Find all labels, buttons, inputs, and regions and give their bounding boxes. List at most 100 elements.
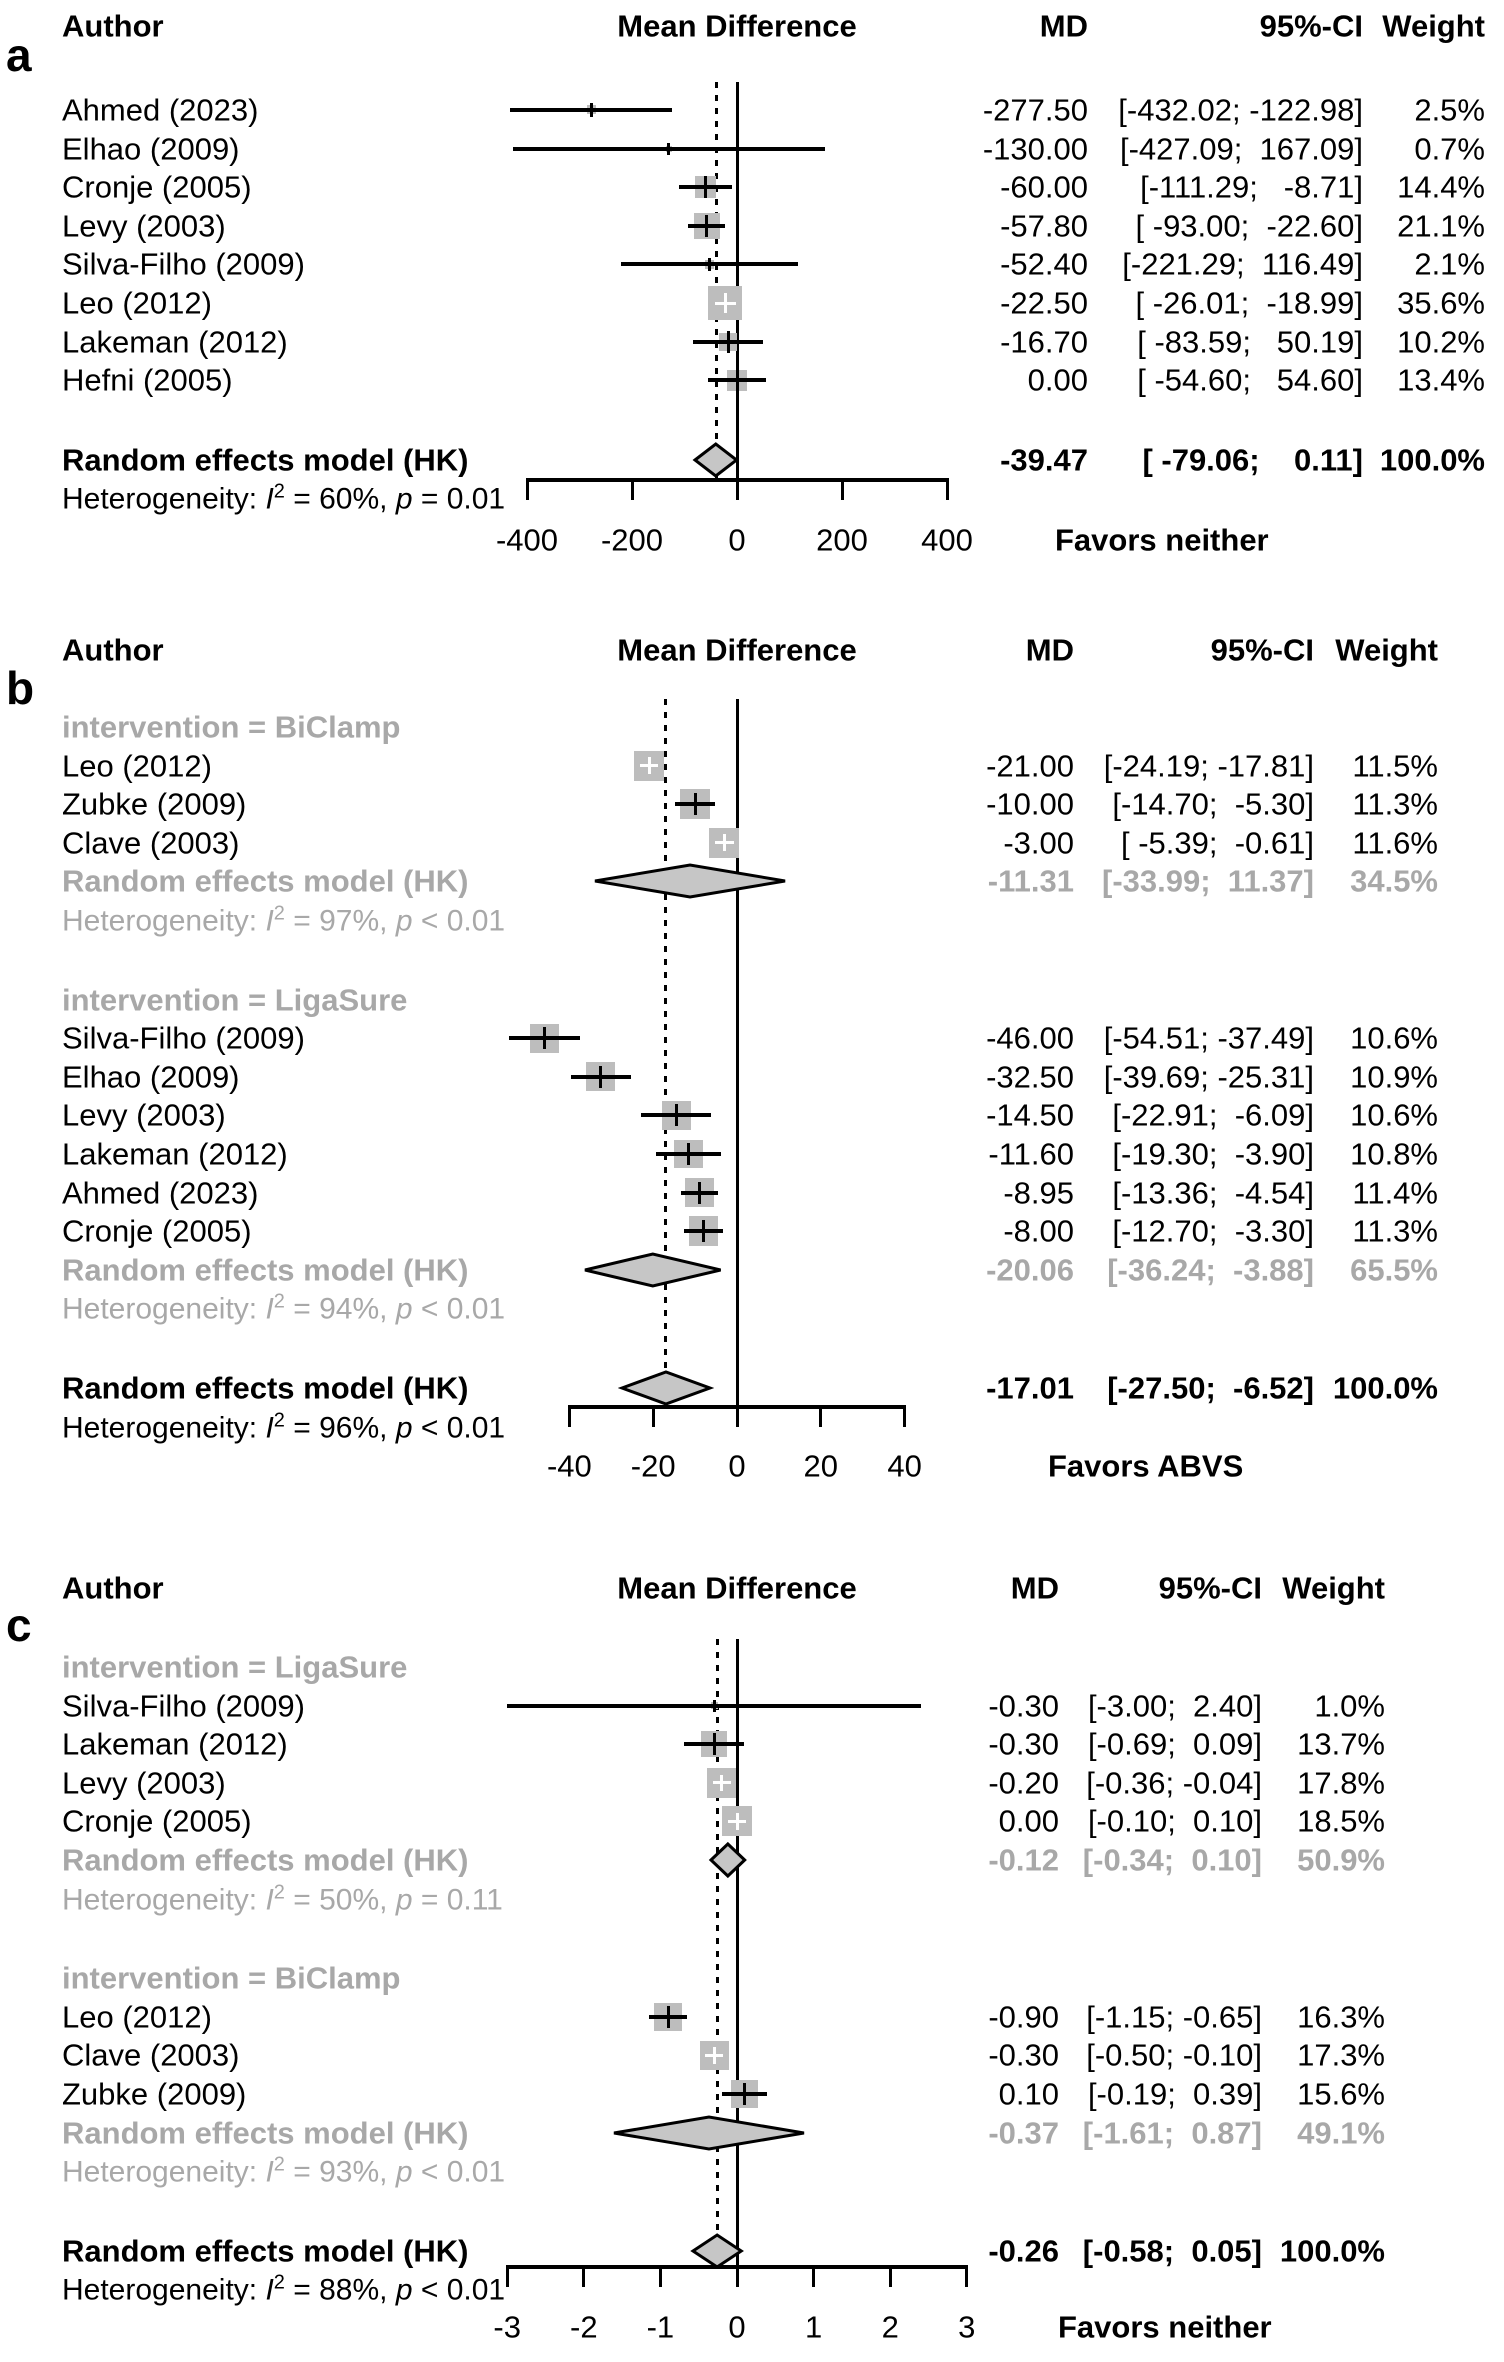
study-md-value: 0.00	[998, 1803, 1059, 1839]
effect-plus-v	[720, 1774, 724, 1792]
summary-diamond	[584, 1252, 722, 1288]
axis-tick-label: -400	[495, 522, 559, 558]
axis-tick-label: 0	[728, 1448, 746, 1484]
study-weight-value: 18.5%	[1297, 1803, 1385, 1839]
study-md-value: -46.00	[986, 1020, 1074, 1056]
axis-tick-label: 1	[804, 2309, 823, 2345]
study-md-value: -0.30	[988, 1726, 1059, 1762]
column-header-ci: 95%-CI	[1158, 1570, 1262, 1606]
study-author-label: Ahmed (2023)	[62, 1175, 259, 1211]
study-md-value: -0.30	[988, 2037, 1059, 2073]
study-weight-value: 13.4%	[1397, 362, 1485, 398]
axis-tick-label: 40	[887, 1448, 922, 1484]
summary-ci-value: [ -79.06; 0.11]	[1142, 442, 1363, 478]
study-md-value: -14.50	[986, 1097, 1074, 1133]
study-weight-value: 17.8%	[1297, 1765, 1385, 1801]
column-header-mean-difference: Mean Difference	[617, 8, 857, 44]
study-md-value: -60.00	[1000, 169, 1088, 205]
summary-label: Random effects model (HK)	[62, 863, 469, 899]
study-weight-value: 15.6%	[1297, 2076, 1385, 2112]
study-md-value: 0.00	[1027, 362, 1088, 398]
axis-tick-label: 2	[881, 2309, 899, 2345]
heterogeneity-note: Heterogeneity: I2 = 50%, p = 0.11	[62, 1881, 503, 1917]
column-header-mean-difference: Mean Difference	[617, 1570, 857, 1606]
study-author-label: Zubke (2009)	[62, 786, 247, 822]
summary-label: Random effects model (HK)	[62, 1842, 469, 1878]
study-md-value: 0.10	[998, 2076, 1059, 2112]
study-author-label: Ahmed (2023)	[62, 92, 259, 128]
column-header-weight: Weight	[1282, 1570, 1385, 1606]
effect-tick	[667, 142, 671, 155]
column-header-weight: Weight	[1335, 632, 1438, 668]
subgroup-label: intervention = LigaSure	[62, 982, 408, 1018]
study-ci-value: [-0.19; 0.39]	[1087, 2076, 1262, 2112]
study-author-label: Clave (2003)	[62, 825, 240, 861]
column-header-ci: 95%-CI	[1259, 8, 1363, 44]
study-md-value: -21.00	[986, 748, 1074, 784]
study-ci-value: [-39.69; -25.31]	[1103, 1059, 1314, 1095]
study-author-label: Elhao (2009)	[62, 1059, 240, 1095]
panel-letter-c: c	[6, 1599, 32, 1651]
study-author-label: Silva-Filho (2009)	[62, 246, 305, 282]
pooled-dashed-line	[715, 1639, 719, 2265]
study-weight-value: 10.2%	[1397, 324, 1485, 360]
summary-label: Random effects model (HK)	[62, 2115, 469, 2151]
effect-tick	[674, 1104, 678, 1127]
axis-tick	[582, 2265, 586, 2287]
study-author-label: Lakeman (2012)	[62, 1136, 288, 1172]
effect-tick	[712, 1699, 716, 1712]
study-author-label: Cronje (2005)	[62, 169, 252, 205]
study-md-value: -0.20	[988, 1765, 1059, 1801]
study-ci-value: [ -83.59; 50.19]	[1137, 324, 1363, 360]
study-weight-value: 35.6%	[1397, 285, 1485, 321]
column-header-ci: 95%-CI	[1210, 632, 1314, 668]
study-weight-value: 11.4%	[1352, 1175, 1438, 1211]
panel-letter-b: b	[6, 662, 35, 714]
effect-plus-v	[723, 293, 727, 313]
effect-plus-v	[647, 757, 651, 774]
summary-weight-value: 34.5%	[1350, 863, 1438, 899]
study-ci-value: [-24.19; -17.81]	[1103, 748, 1314, 784]
column-header-author: Author	[62, 1570, 164, 1606]
study-ci-value: [ -5.39; -0.61]	[1121, 825, 1314, 861]
study-md-value: -52.40	[1000, 246, 1088, 282]
study-ci-value: [-432.02; -122.98]	[1118, 92, 1363, 128]
effect-tick	[707, 257, 711, 271]
summary-md-value: -0.12	[988, 1842, 1059, 1878]
axis-tick	[630, 478, 634, 500]
study-weight-value: 10.6%	[1350, 1020, 1438, 1056]
zero-line	[735, 699, 739, 1405]
axis-tick	[735, 2265, 739, 2287]
axis-tick-label: 400	[921, 522, 973, 558]
summary-ci-value: [-33.99; 11.37]	[1102, 863, 1314, 899]
study-ci-value: [-14.70; -5.30]	[1112, 786, 1314, 822]
study-md-value: -277.50	[982, 92, 1088, 128]
summary-diamond	[594, 863, 785, 899]
summary-label: Random effects model (HK)	[62, 2233, 469, 2269]
summary-weight-value: 100.0%	[1332, 1370, 1438, 1406]
study-weight-value: 14.4%	[1397, 169, 1485, 205]
axis-tick-label: 0	[728, 522, 746, 558]
summary-md-value: -39.47	[1000, 442, 1088, 478]
axis-tick-label: -20	[630, 1448, 676, 1484]
summary-diamond	[708, 1841, 747, 1879]
study-author-label: Cronje (2005)	[62, 1213, 252, 1249]
effect-tick	[743, 2083, 747, 2105]
panel-letter-a: a	[6, 29, 32, 81]
study-md-value: -11.60	[988, 1136, 1074, 1172]
study-md-value: -32.50	[986, 1059, 1074, 1095]
study-md-value: -22.50	[1000, 285, 1088, 321]
effect-tick	[701, 1220, 705, 1243]
study-weight-value: 10.8%	[1350, 1136, 1438, 1172]
axis-tick-label: -3	[493, 2309, 521, 2345]
summary-label: Random effects model (HK)	[62, 442, 469, 478]
axis-tick-label: 200	[816, 522, 868, 558]
summary-diamond	[690, 2232, 744, 2269]
study-author-label: Clave (2003)	[62, 2037, 240, 2073]
study-author-label: Lakeman (2012)	[62, 1726, 288, 1762]
axis-tick	[567, 1405, 571, 1427]
study-weight-value: 17.3%	[1297, 2037, 1385, 2073]
study-ci-value: [ -54.60; 54.60]	[1137, 362, 1363, 398]
study-weight-value: 1.0%	[1314, 1688, 1385, 1724]
effect-plus-v	[722, 834, 726, 852]
